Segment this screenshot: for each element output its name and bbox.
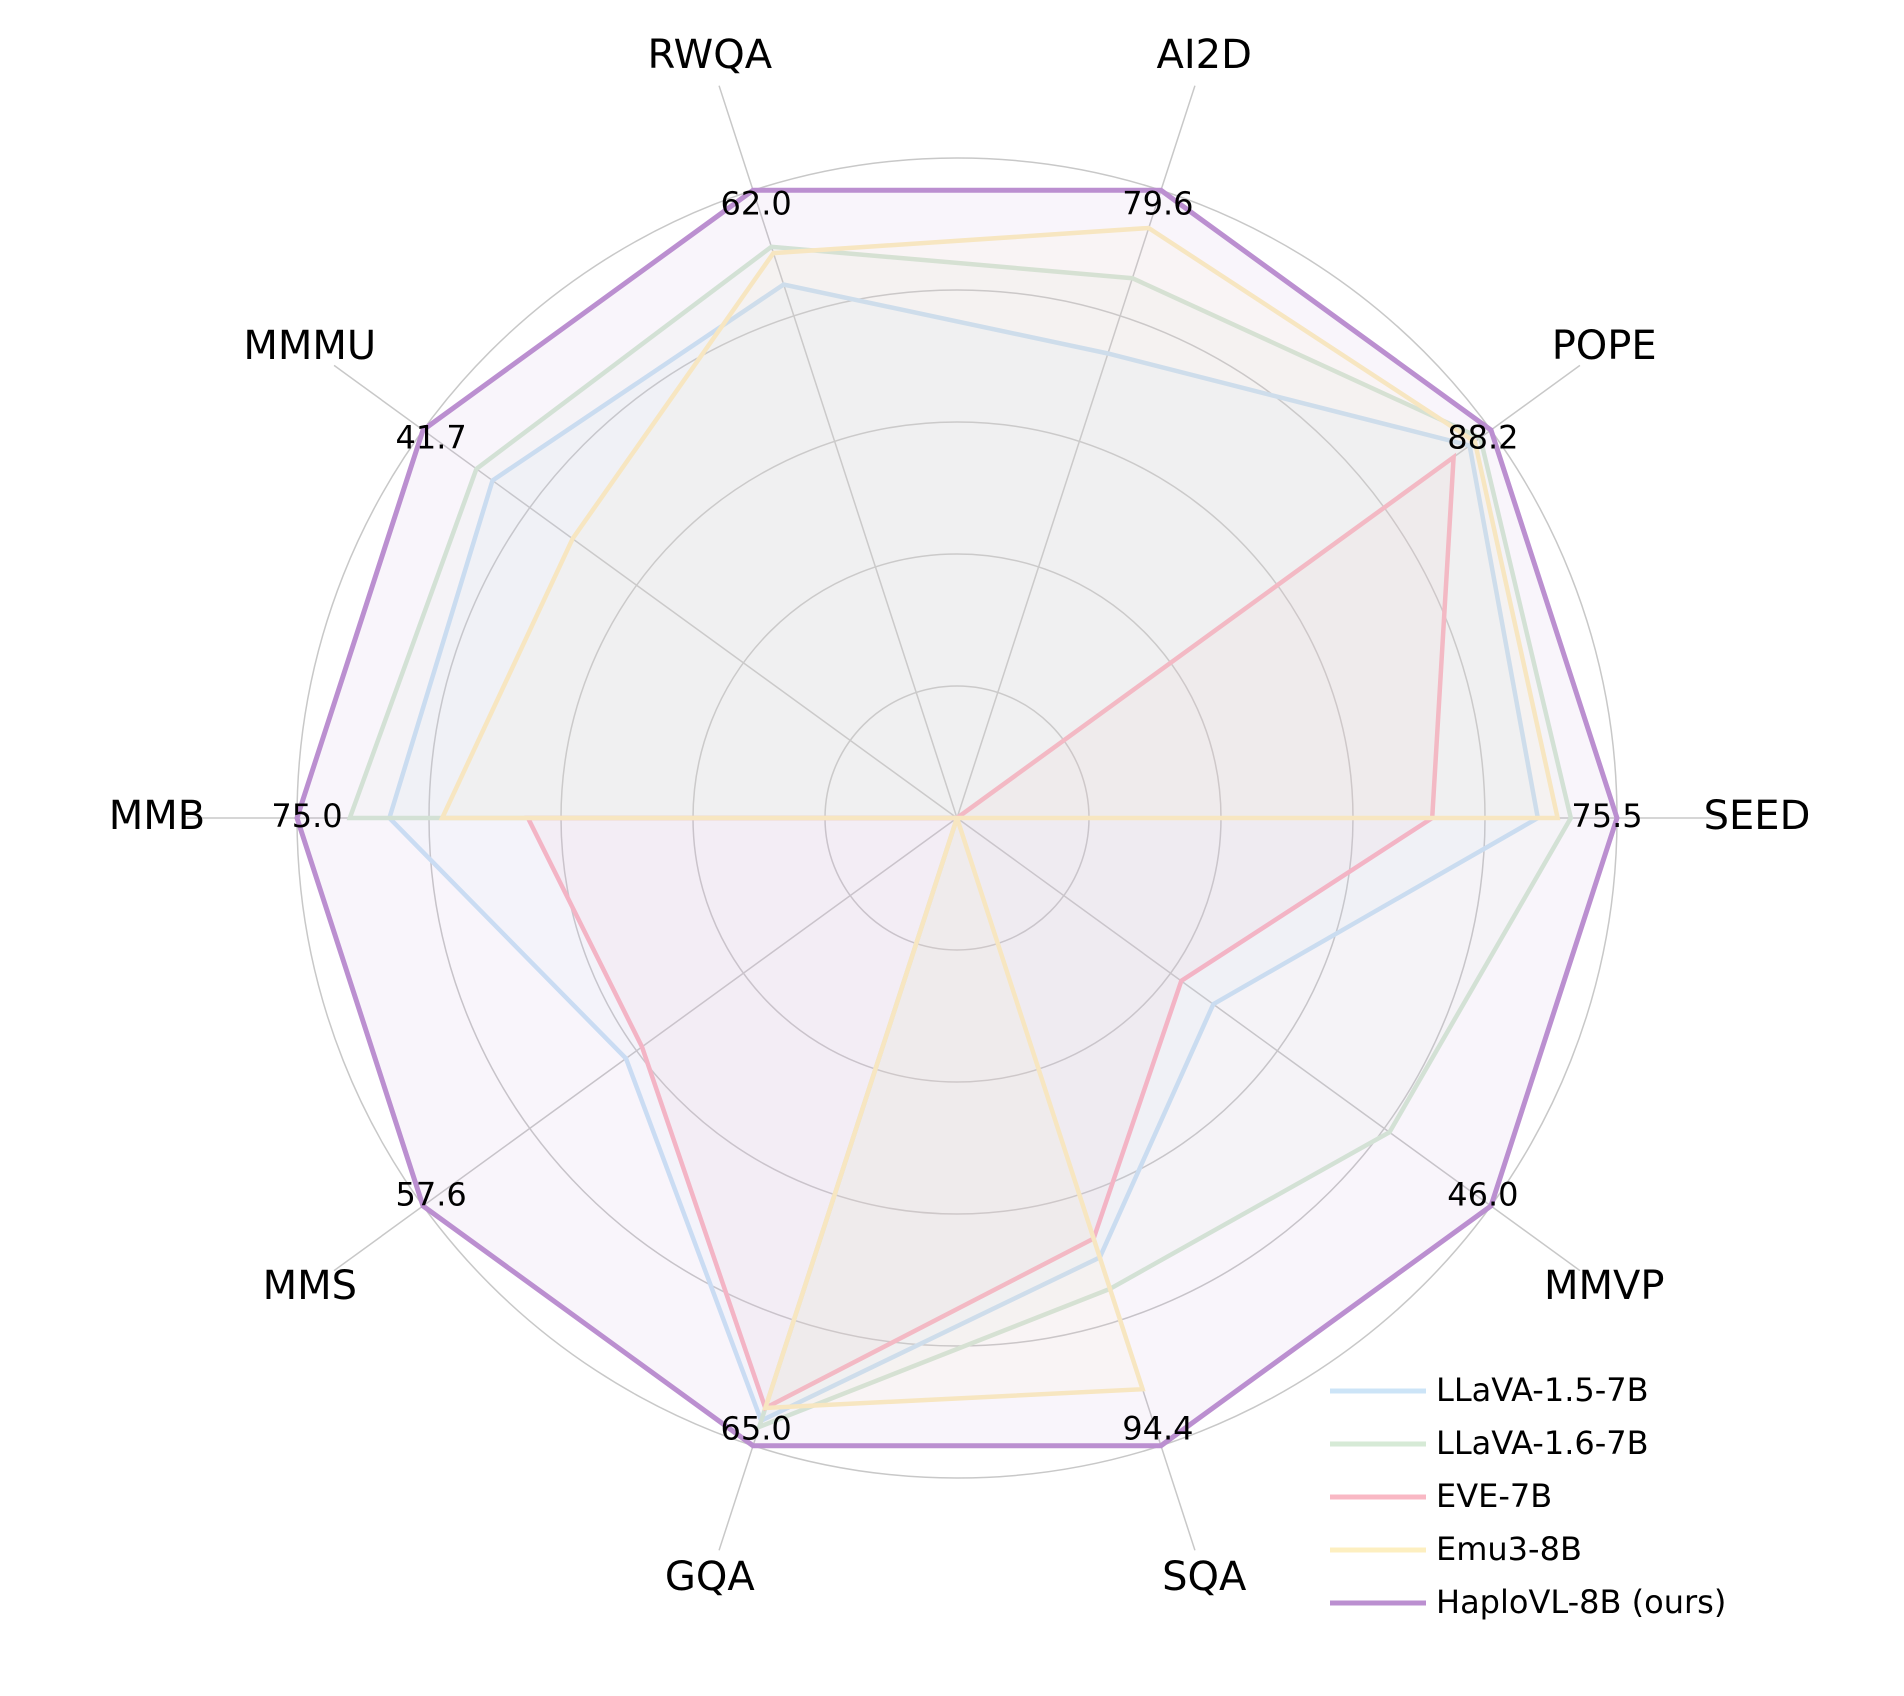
axis-label-mmb: MMB: [109, 793, 205, 839]
legend: LLaVA-1.5-7B LLaVA-1.6-7B EVE-7B Emu3-8B Hap…: [1330, 1371, 1726, 1621]
series-area-haplovl-8b-ours: [297, 190, 1617, 1446]
axis-label-sqa: SQA: [1162, 1554, 1247, 1600]
max-value-sqa: 94.4: [1122, 1410, 1193, 1448]
spoke-rwqa: [718, 85, 958, 819]
series-line-llava-1-6-7b: [346, 244, 1574, 1431]
series-area-llava-1-5-7b: [389, 284, 1538, 1421]
max-value-mmvp: 46.0: [1447, 1176, 1518, 1214]
legend-label-haplovl-8b-ours: HaploVL-8B (ours): [1436, 1583, 1726, 1621]
max-value-ai2d: 79.6: [1122, 185, 1193, 223]
axis-label-gqa: GQA: [665, 1554, 755, 1600]
spoke-ai2d: [956, 85, 1196, 819]
spoke-mmmu: [333, 364, 958, 819]
max-value-gqa: 65.0: [720, 1410, 791, 1448]
axis-label-mmmu: MMMU: [243, 323, 376, 369]
spoke-mmvp: [956, 817, 1581, 1272]
legend-label-llava-1-5-7b: LLaVA-1.5-7B: [1436, 1371, 1649, 1409]
radar-series: [294, 187, 1620, 1449]
max-value-mms: 57.6: [395, 1176, 466, 1214]
legend-label-llava-1-6-7b: LLaVA-1.6-7B: [1436, 1424, 1649, 1462]
axis-label-mmvp: MMVP: [1544, 1263, 1665, 1309]
max-value-pope: 88.2: [1447, 419, 1518, 457]
series-area-eve-7b: [528, 457, 1454, 1408]
series-line-emu3-8b: [438, 225, 1561, 1411]
max-value-seed: 75.5: [1571, 797, 1642, 835]
spoke-mms: [333, 817, 958, 1272]
axis-label-ai2d: AI2D: [1156, 32, 1251, 78]
series-line-haplovl-8b-ours: [294, 187, 1620, 1449]
max-value-mmmu: 41.7: [395, 419, 466, 457]
axis-label-mms: MMS: [263, 1263, 357, 1309]
series-line-eve-7b: [524, 452, 1457, 1412]
legend-label-emu3-8b: Emu3-8B: [1436, 1530, 1582, 1568]
axis-label-pope: POPE: [1552, 323, 1657, 369]
radar-labels: SEED 75.5 POPE 88.2 AI2D 79.6 RWQA 62.0 MMMU 41.7…: [109, 32, 1811, 1600]
legend-label-eve-7b: EVE-7B: [1436, 1477, 1552, 1515]
axis-label-seed: SEED: [1704, 793, 1811, 839]
series-area-llava-1-6-7b: [349, 246, 1571, 1427]
max-value-mmb: 75.0: [271, 797, 342, 835]
axis-label-rwqa: RWQA: [648, 32, 773, 78]
max-value-rwqa: 62.0: [720, 185, 791, 223]
